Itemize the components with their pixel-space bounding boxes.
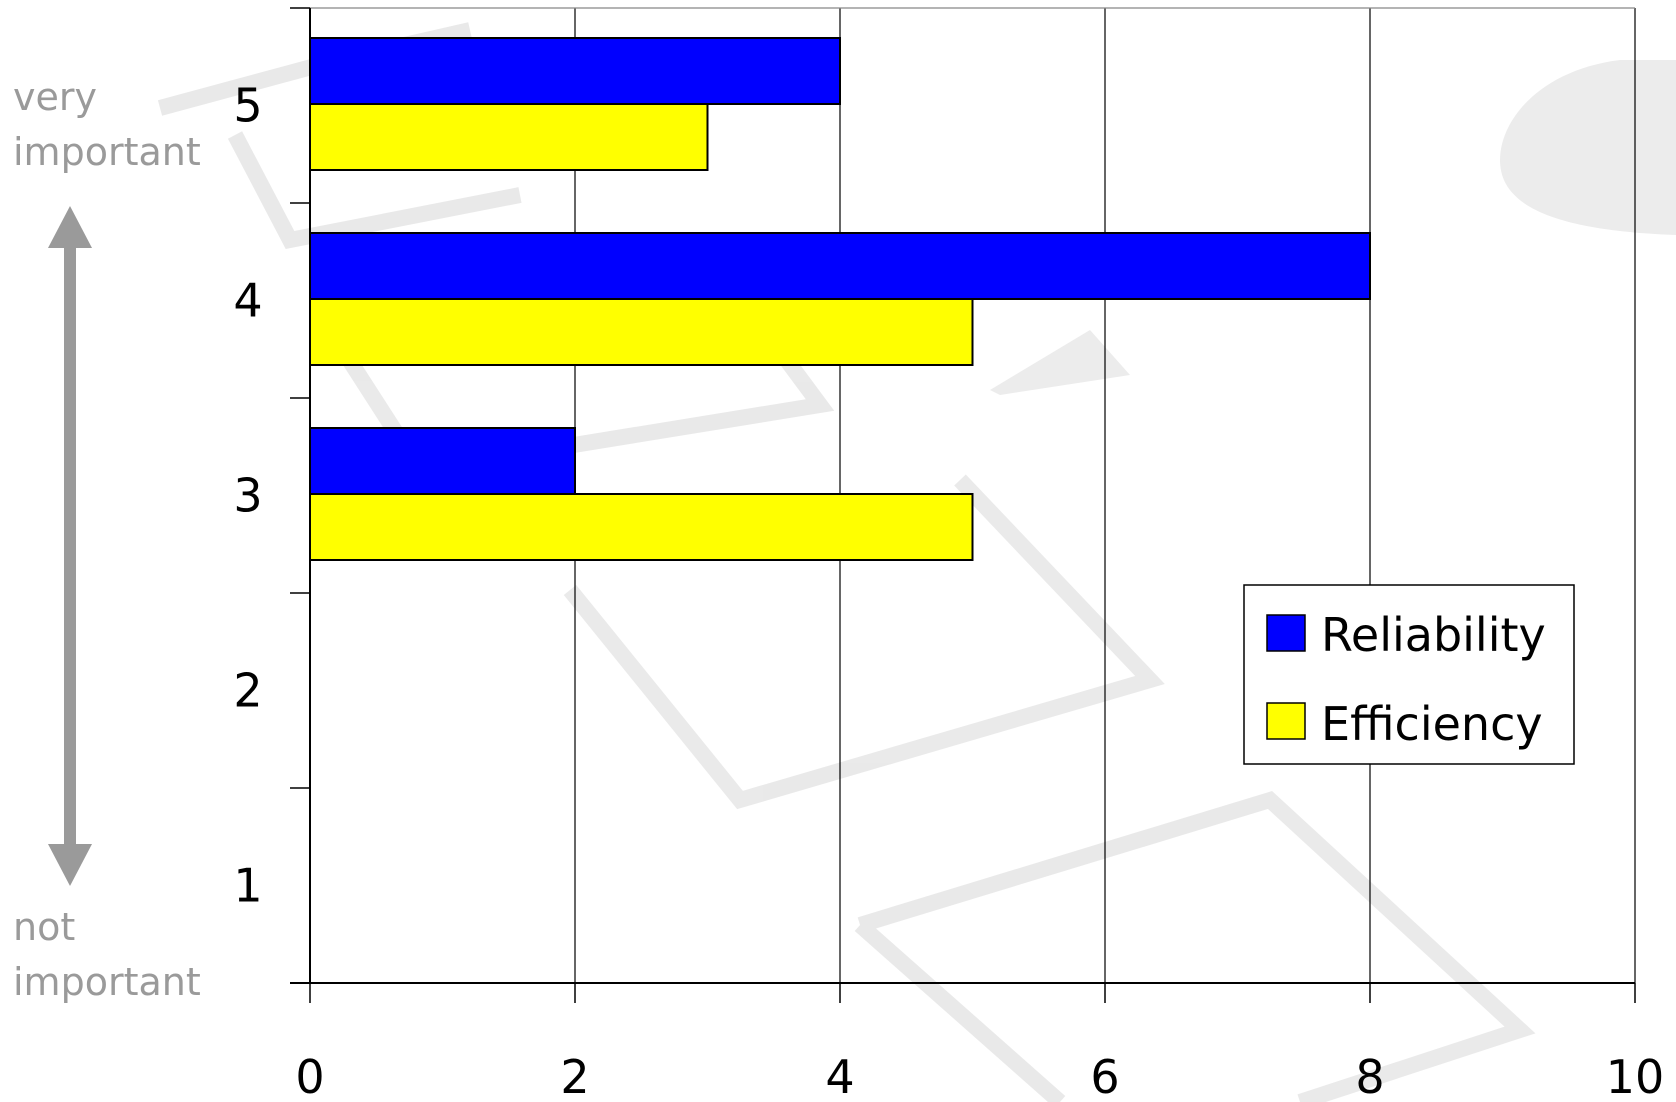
bar-reliability-3 <box>309 427 576 495</box>
legend-label-reliability: Reliability <box>1321 608 1546 662</box>
x-tick-label: 10 <box>1606 1050 1665 1102</box>
bars <box>309 37 1371 561</box>
x-tick-label: 4 <box>825 1050 854 1102</box>
y-tick-label: 1 <box>233 859 262 913</box>
watermark-shape <box>1500 60 1676 235</box>
importance-arrow-down-icon <box>48 844 92 886</box>
watermark <box>157 22 1536 1102</box>
side-label-bottom-line1: not <box>13 905 75 949</box>
side-label-top-line1: very <box>13 75 97 119</box>
side-label-top-line2: important <box>13 130 201 174</box>
x-tick-label: 8 <box>1355 1050 1384 1102</box>
legend-swatch-efficiency <box>1266 702 1306 740</box>
y-tick-label: 3 <box>233 469 262 523</box>
y-tick-label: 2 <box>233 664 262 718</box>
axes: 1 2 3 4 5 0 2 4 6 8 10 <box>233 7 1665 1102</box>
watermark-shape <box>990 330 1130 395</box>
bar-efficiency-4 <box>309 298 974 366</box>
legend: Reliability Efficiency <box>1243 584 1575 765</box>
side-label-bottom-line2: important <box>13 960 201 1004</box>
legend-swatch-reliability <box>1266 614 1306 652</box>
x-tick-label: 6 <box>1090 1050 1119 1102</box>
bar-efficiency-3 <box>309 493 974 561</box>
importance-indicator: very important not important <box>13 75 201 1004</box>
importance-arrow-up-icon <box>48 206 92 248</box>
y-tick-label: 4 <box>233 274 262 328</box>
legend-label-efficiency: Efficiency <box>1321 697 1543 751</box>
x-tick-label: 0 <box>295 1050 324 1102</box>
bar-efficiency-5 <box>309 103 709 171</box>
x-tick-label: 2 <box>560 1050 589 1102</box>
y-tick-label: 5 <box>233 79 262 133</box>
bar-reliability-5 <box>309 37 841 105</box>
bar-reliability-4 <box>309 232 1371 300</box>
